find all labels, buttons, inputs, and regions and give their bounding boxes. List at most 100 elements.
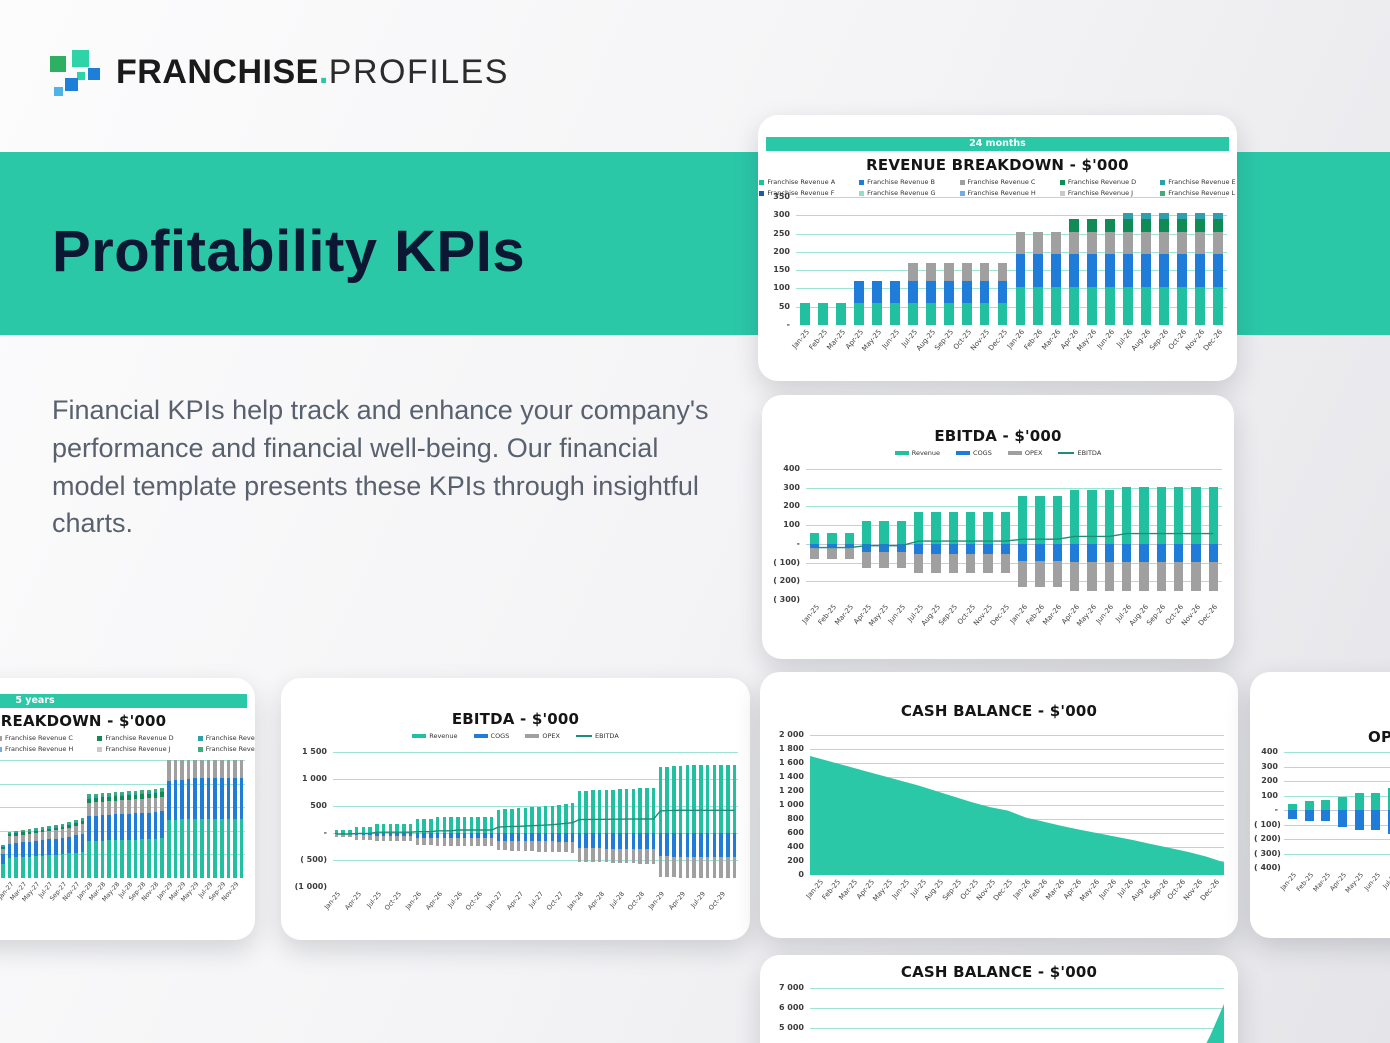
bar-segment xyxy=(140,794,144,799)
bar-segment xyxy=(889,281,900,304)
bar-segment xyxy=(584,833,588,849)
bar-segment xyxy=(47,831,52,840)
legend-label: Franchise Revenue J xyxy=(105,745,171,753)
bar-segment xyxy=(113,796,118,801)
bar-segment xyxy=(361,835,366,840)
bar-segment xyxy=(1104,561,1115,591)
bar-segment xyxy=(140,839,144,878)
bar-segment xyxy=(1141,286,1152,325)
bar-segment xyxy=(844,532,855,544)
bar-segment xyxy=(624,833,629,849)
period-badge-5-years: 5 years xyxy=(0,694,247,708)
bar-segment xyxy=(1104,489,1115,544)
bar-segment xyxy=(584,790,588,833)
y-tick-label: - xyxy=(796,538,800,548)
bar-segment xyxy=(604,833,609,849)
x-tick-label: Oct-28 xyxy=(626,890,647,912)
bar-segment xyxy=(1105,286,1116,325)
bar-segment xyxy=(219,777,224,819)
x-tick-label: Mar-25 xyxy=(825,328,848,352)
bar-segment xyxy=(173,819,178,878)
bar-segment xyxy=(624,788,629,833)
bar-segment xyxy=(672,856,676,878)
y-tick-label: ( 100) xyxy=(773,557,800,567)
bar-segment xyxy=(166,820,171,878)
bar-segment xyxy=(1017,543,1028,561)
bar-segment xyxy=(1304,801,1314,810)
bar-segment xyxy=(435,833,440,839)
bar-segment xyxy=(127,793,131,796)
y-tick-label: 1 500 xyxy=(301,747,327,756)
bar-segment xyxy=(213,760,217,778)
y-tick-label: 100 xyxy=(1261,790,1278,800)
bar-segment xyxy=(1354,792,1364,810)
bar-segment xyxy=(1069,561,1080,591)
bar-segment xyxy=(564,841,568,853)
gridline xyxy=(810,749,1224,750)
bar-segment xyxy=(415,837,420,846)
bar-segment xyxy=(604,848,609,863)
bar-segment xyxy=(1069,218,1080,232)
bar-segment xyxy=(1123,218,1134,232)
bar-segment xyxy=(1105,231,1116,254)
y-tick-label: 100 xyxy=(783,520,800,530)
legend-item: OPEX xyxy=(525,732,560,740)
bar-segment xyxy=(489,833,494,839)
bar-segment xyxy=(1052,496,1063,544)
bar-segment xyxy=(213,777,217,819)
bar-segment xyxy=(597,833,602,849)
bar-segment xyxy=(34,830,38,834)
square-swatch xyxy=(1059,179,1065,185)
bar-segment xyxy=(1087,489,1097,544)
bar-segment xyxy=(543,833,548,842)
bar-segment xyxy=(699,857,703,879)
bar-segment xyxy=(153,838,158,878)
bar-segment xyxy=(133,793,138,795)
bar-segment xyxy=(180,819,184,878)
bar-segment xyxy=(1105,218,1116,232)
bar-segment xyxy=(1104,543,1115,562)
bar-segment xyxy=(853,303,864,325)
bar-segment xyxy=(835,303,846,325)
bar-segment xyxy=(732,857,737,879)
brand-text-light: PROFILES xyxy=(328,52,509,91)
bar-segment xyxy=(530,833,534,842)
bar-segment xyxy=(1177,218,1188,232)
bar-segment xyxy=(658,833,663,857)
gridline xyxy=(333,860,738,861)
bar-segment xyxy=(645,788,649,833)
y-tick-label: 0 xyxy=(798,870,804,879)
bar-segment xyxy=(7,834,12,837)
legend-label: Revenue xyxy=(911,449,941,457)
square-swatch xyxy=(894,451,909,455)
bar-segment xyxy=(173,760,178,781)
plot-area xyxy=(1284,752,1390,868)
bar-segment xyxy=(979,281,990,304)
x-axis-labels: Jan-25 Apr-25 Jul-25 Oct-25 Jan-26 Apr-26 Jul-… xyxy=(323,887,738,933)
x-tick-label: Jan-26 xyxy=(404,890,424,911)
y-tick-label: 1 600 xyxy=(778,758,804,767)
bar-segment xyxy=(961,281,972,304)
bar-segment xyxy=(1123,213,1134,219)
bar-segment xyxy=(1015,253,1026,287)
legend-label: EBITDA xyxy=(594,732,619,740)
bar-segment xyxy=(584,848,588,862)
bar-segment xyxy=(1354,810,1364,830)
bar-segment xyxy=(503,840,507,851)
bar-segment xyxy=(550,805,555,833)
x-tick-label: Jun-25 xyxy=(880,328,901,351)
bar-segment xyxy=(60,829,65,838)
bar-segment xyxy=(408,835,413,842)
bar-segment xyxy=(233,760,237,778)
bar-segment xyxy=(1195,231,1205,254)
chart-title: REVENUE BREAKDOWN - $'000 xyxy=(0,712,167,730)
bar-segment xyxy=(361,826,366,833)
bar-segment xyxy=(93,796,98,798)
logo-square-blue-right xyxy=(88,68,100,80)
legend-item: Franchise Revenue B xyxy=(859,178,935,186)
bar-segment xyxy=(422,819,426,833)
square-swatch xyxy=(525,734,540,738)
legend-label: Franchise Revenue L xyxy=(205,745,255,753)
bar-segment xyxy=(27,856,32,878)
